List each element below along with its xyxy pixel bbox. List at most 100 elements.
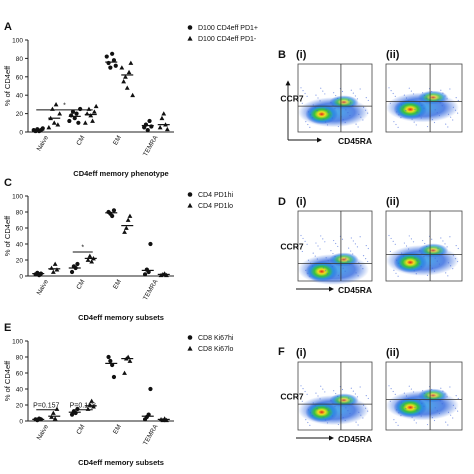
flow-event bbox=[302, 388, 304, 390]
flow-event bbox=[362, 119, 364, 121]
data-point-triangle bbox=[93, 103, 99, 109]
flow-event bbox=[438, 263, 440, 265]
flow-event bbox=[436, 112, 438, 114]
flow-event bbox=[305, 269, 307, 271]
flow-event bbox=[418, 412, 420, 414]
flow-event bbox=[394, 95, 396, 97]
data-point-circle bbox=[76, 120, 81, 125]
flow-event bbox=[436, 410, 438, 412]
flow-event bbox=[309, 412, 312, 414]
flow-event bbox=[362, 255, 365, 257]
flow-event bbox=[405, 395, 408, 397]
flow-event bbox=[437, 247, 439, 249]
flow-event bbox=[412, 241, 415, 243]
flow-event bbox=[434, 257, 436, 259]
x-tick-label: Naive bbox=[36, 423, 51, 441]
flow-event bbox=[358, 262, 360, 264]
flow-event bbox=[396, 259, 398, 261]
flow-event bbox=[314, 255, 316, 257]
legend-label: CD4 PD1hi bbox=[198, 192, 233, 199]
flow-event bbox=[301, 250, 303, 253]
y-axis-label: % of CD4eff bbox=[3, 360, 12, 401]
flow-event bbox=[320, 235, 322, 237]
flow-event bbox=[317, 245, 319, 247]
legend-marker-triangle bbox=[187, 35, 193, 41]
flow-population-core bbox=[305, 401, 338, 423]
flow-event bbox=[367, 410, 369, 412]
flow-event bbox=[362, 268, 364, 270]
data-point-circle bbox=[145, 128, 150, 133]
flow-x-axis-label: CD45RA bbox=[338, 136, 372, 146]
flow-event bbox=[431, 119, 433, 121]
flow-event bbox=[447, 262, 450, 264]
flow-plot: (ii) bbox=[385, 196, 463, 282]
flow-event bbox=[315, 242, 317, 244]
flow-event bbox=[359, 236, 361, 238]
flow-event bbox=[405, 258, 407, 260]
flow-event bbox=[447, 411, 450, 413]
flow-population-core bbox=[305, 103, 338, 125]
flow-x-axis-label: CD45RA bbox=[338, 434, 372, 444]
flow-event bbox=[457, 112, 459, 114]
flow-event bbox=[400, 116, 402, 119]
flow-event bbox=[304, 92, 306, 95]
flow-event bbox=[322, 90, 324, 92]
data-point-circle bbox=[142, 272, 148, 277]
flow-event bbox=[403, 405, 405, 407]
flow-event bbox=[412, 93, 415, 95]
flow-event bbox=[411, 416, 413, 418]
x-axis-label: CD4eff memory phenotype bbox=[73, 169, 168, 178]
arrow-head bbox=[329, 286, 334, 292]
flow-event bbox=[403, 107, 405, 109]
flow-event bbox=[342, 119, 344, 121]
flow-event bbox=[431, 388, 433, 391]
flow-event bbox=[305, 121, 307, 123]
flow-event bbox=[388, 234, 390, 237]
flow-population-core bbox=[393, 99, 428, 120]
flow-event bbox=[415, 422, 417, 424]
flow-event bbox=[319, 248, 321, 250]
flow-event bbox=[337, 423, 339, 426]
x-tick-label: EM bbox=[112, 135, 123, 147]
data-point-triangle bbox=[122, 229, 127, 234]
flow-event bbox=[348, 247, 350, 249]
data-point-triangle bbox=[90, 118, 95, 123]
flow-event bbox=[421, 252, 423, 255]
flow-event bbox=[337, 97, 339, 100]
data-point-triangle bbox=[128, 60, 134, 65]
x-tick-label: EM bbox=[112, 424, 123, 436]
flow-event bbox=[307, 259, 310, 261]
flow-population-core bbox=[393, 397, 428, 418]
flow-event bbox=[422, 390, 424, 392]
flow-event bbox=[449, 88, 451, 90]
flow-event bbox=[413, 419, 415, 421]
data-point-triangle bbox=[88, 113, 94, 118]
flow-event bbox=[401, 104, 403, 106]
flow-event bbox=[307, 272, 309, 274]
data-point-circle bbox=[111, 208, 117, 213]
flow-event bbox=[344, 121, 346, 124]
flow-plot: (i) bbox=[296, 347, 373, 431]
flow-event bbox=[314, 107, 316, 109]
flow-event bbox=[389, 250, 391, 253]
flow-y-axis-label: CCR7 bbox=[280, 93, 303, 103]
flow-event bbox=[315, 94, 317, 96]
flow-event bbox=[388, 385, 390, 387]
flow-event bbox=[452, 119, 454, 121]
data-point-triangle bbox=[52, 261, 58, 266]
significance-label: P=0.157 bbox=[33, 402, 59, 409]
flow-event bbox=[426, 125, 429, 128]
flow-event bbox=[332, 104, 334, 106]
flow-event bbox=[307, 421, 309, 424]
flow-event bbox=[316, 110, 318, 112]
data-point-circle bbox=[148, 241, 153, 247]
flow-event bbox=[304, 240, 306, 242]
flow-event bbox=[347, 410, 349, 412]
data-point-triangle bbox=[89, 259, 95, 264]
flow-event bbox=[390, 388, 392, 390]
flow-event bbox=[359, 88, 361, 90]
flow-event bbox=[426, 423, 429, 426]
flow-event bbox=[393, 419, 395, 421]
flow-event bbox=[415, 124, 417, 126]
